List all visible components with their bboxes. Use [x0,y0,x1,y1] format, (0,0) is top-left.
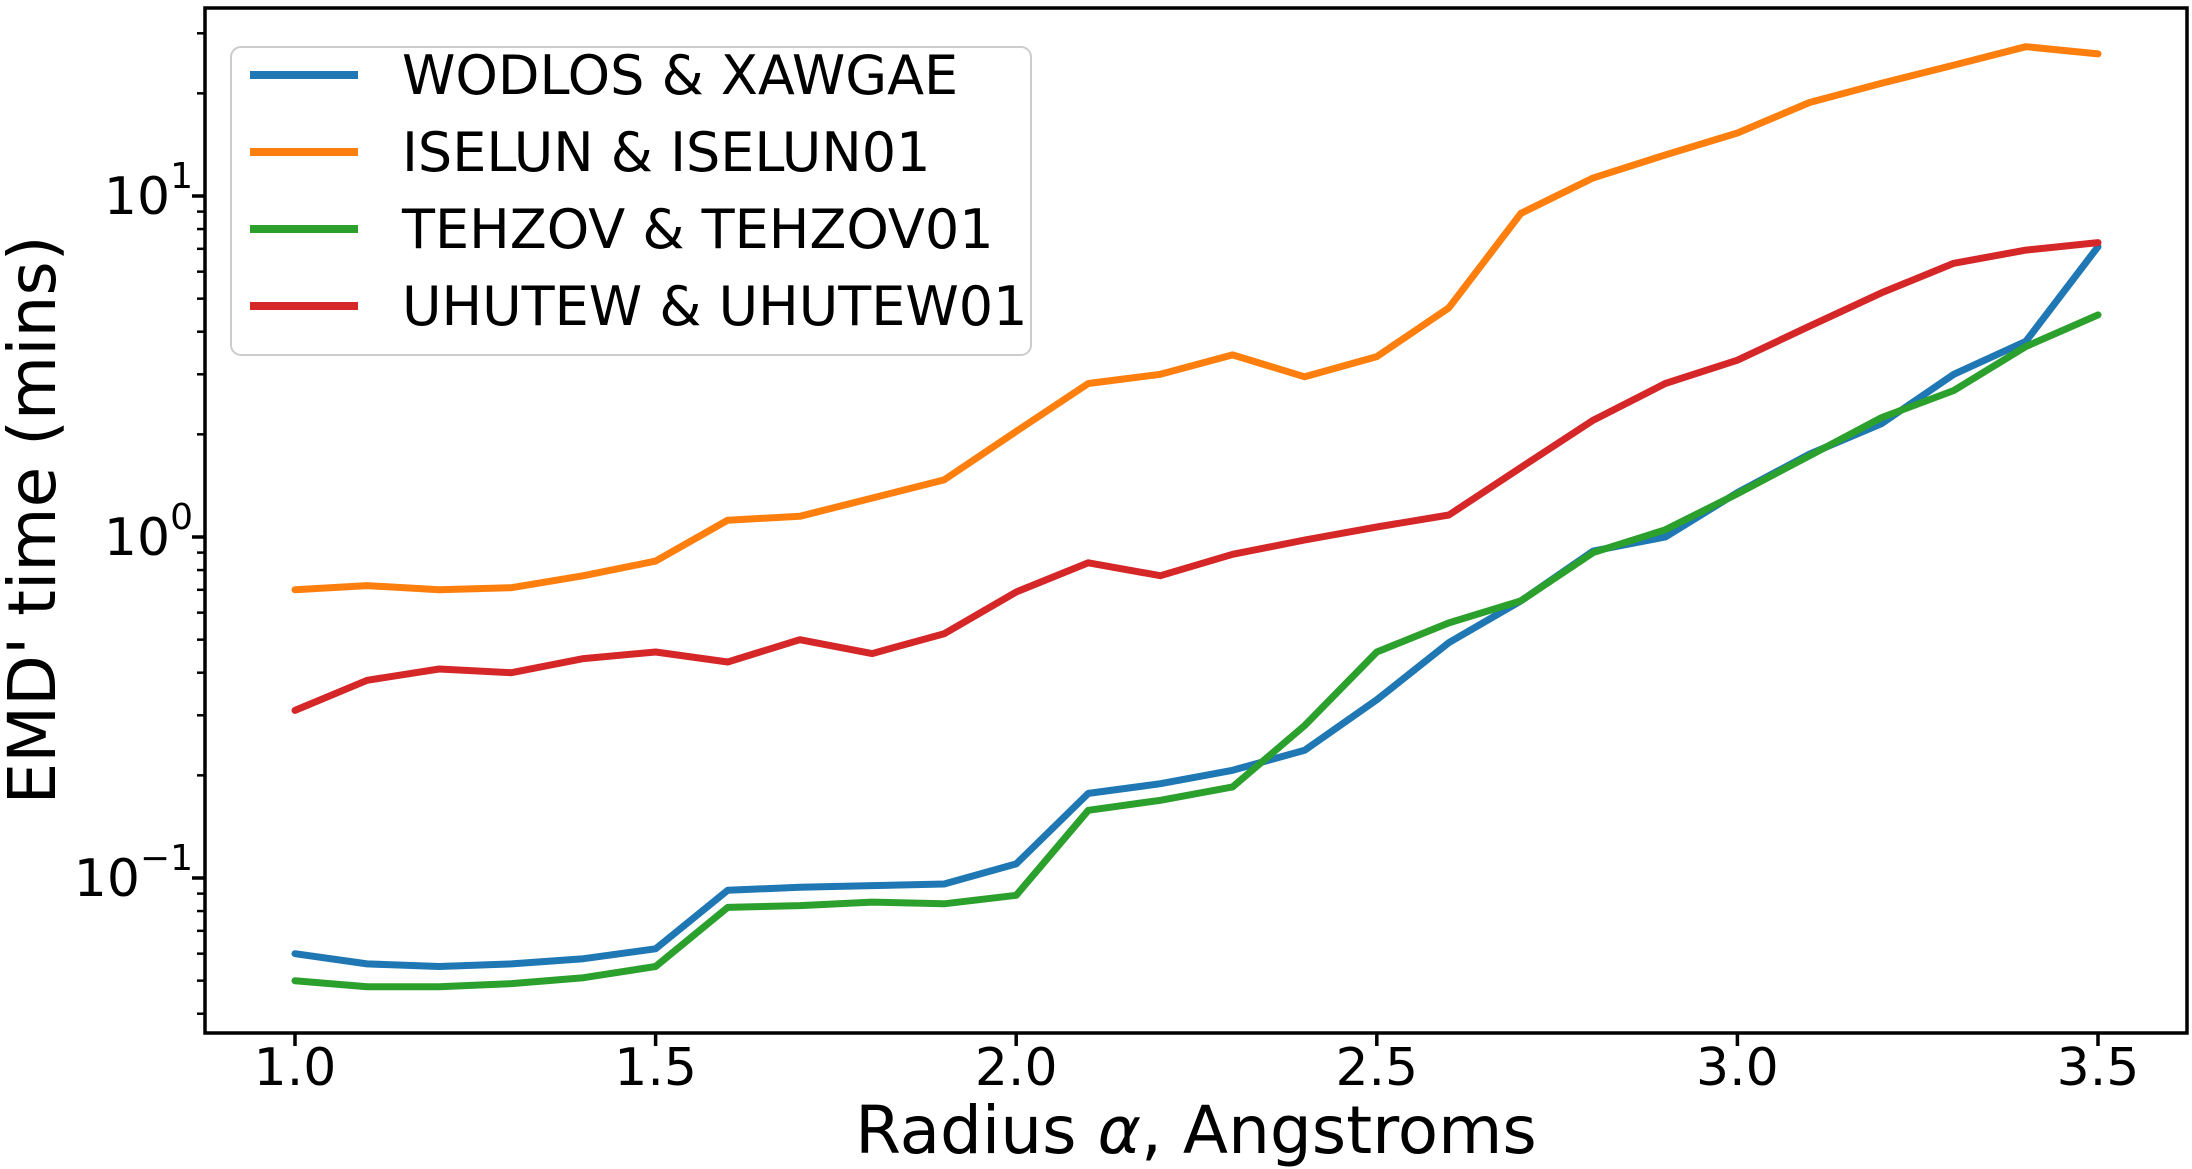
series-line-3 [291,311,2102,991]
legend-box [230,46,1032,356]
axes-spines [203,6,2189,1035]
x-tick-label: 3.0 [1696,1038,1779,1098]
x-tick-label: 1.5 [614,1038,697,1098]
legend-label-2: ISELUN & ISELUN01 [402,121,930,184]
y-tick-label: 100 [104,497,193,568]
x-axis-label: Radius α, Angstroms [855,1092,1537,1169]
y-axis-label: EMD' time (mins) [0,235,71,804]
series-line-2 [291,43,2102,594]
x-tick-label: 3.5 [2057,1038,2140,1098]
x-tick-label: 2.0 [975,1038,1058,1098]
x-tick-label: 1.0 [254,1038,337,1098]
legend: WODLOS & XAWGAE ISELUN & ISELUN01 TEHZOV &… [230,44,1032,356]
y-tick-label: 10−1 [74,838,193,909]
x-tick-label: 2.5 [1335,1038,1418,1098]
series-line-4 [291,239,2102,714]
legend-label-1: WODLOS & XAWGAE [402,44,958,107]
legend-label-3: TEHZOV & TEHZOV01 [401,198,994,261]
legend-label-4: UHUTEW & UHUTEW01 [402,275,1027,338]
y-tick-label: 101 [104,156,193,227]
